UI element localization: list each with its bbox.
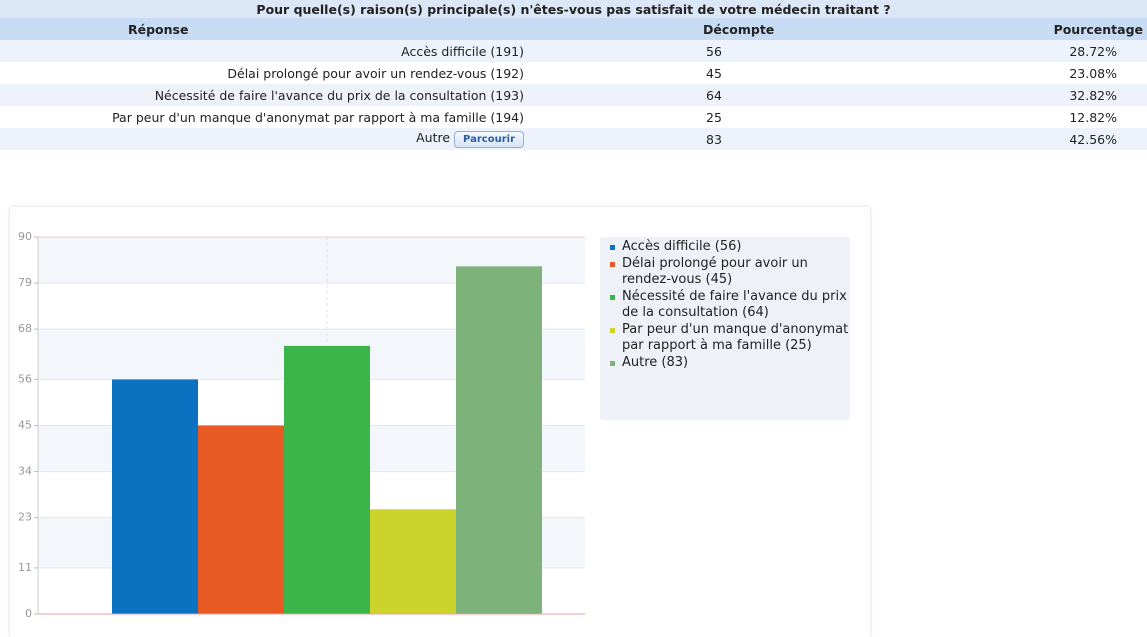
- y-tick-label: 0: [25, 607, 32, 620]
- table-cell: Délai prolongé pour avoir un rendez-vous…: [0, 62, 528, 84]
- table-cell: 23.08%: [1010, 62, 1147, 84]
- table-cell: 45: [528, 62, 1010, 84]
- cell-text: Par peur d'un manque d'anonymat par rapp…: [112, 109, 524, 125]
- table-cell: 28.72%: [1010, 40, 1147, 62]
- table-row: Autre Parcourir 83 42.56%: [0, 128, 1147, 150]
- legend-item: Nécessité de faire l'avance du prix de l…: [608, 289, 854, 322]
- bar: [198, 425, 284, 614]
- cell-text: 23.08%: [1069, 65, 1117, 81]
- cell-text: 56: [706, 43, 722, 59]
- y-tick-label: 45: [18, 419, 32, 432]
- y-tick-label: 34: [18, 465, 32, 478]
- column-header: Décompte: [528, 18, 1010, 40]
- table-row: Accès difficile (191) 56 28.72%: [0, 40, 1147, 62]
- cell-text: 25: [706, 109, 722, 125]
- cell-text: 83: [706, 131, 722, 147]
- legend-label: Nécessité de faire l'avance du prix de l…: [622, 288, 847, 321]
- cell-text: 28.72%: [1069, 43, 1117, 59]
- bar: [456, 266, 542, 614]
- cell-text: Nécessité de faire l'avance du prix de l…: [154, 87, 524, 103]
- stats-table: Pour quelle(s) raison(s) principale(s) n…: [0, 0, 1147, 150]
- legend-label: Délai prolongé pour avoir un rendez-vous…: [622, 255, 808, 288]
- cell-text: Autre: [416, 130, 451, 145]
- legend-swatch: [610, 245, 615, 250]
- browse-button[interactable]: Parcourir: [454, 131, 524, 148]
- table-cell: 83: [528, 128, 1010, 150]
- table-cell: 12.82%: [1010, 106, 1147, 128]
- table-row: Délai prolongé pour avoir un rendez-vous…: [0, 62, 1147, 84]
- column-header: Réponse: [0, 18, 528, 40]
- legend-swatch: [610, 327, 615, 333]
- table-cell: 64: [528, 84, 1010, 106]
- cell-text: 64: [706, 87, 722, 103]
- table-cell: 56: [528, 40, 1010, 62]
- table-cell: Par peur d'un manque d'anonymat par rapp…: [0, 106, 528, 128]
- table-row: Par peur d'un manque d'anonymat par rapp…: [0, 106, 1147, 128]
- table-cell: 42.56%: [1010, 128, 1147, 150]
- table-cell: 25: [528, 106, 1010, 128]
- legend-item: Par peur d'un manque d'anonymat par rapp…: [608, 322, 854, 355]
- bar: [112, 379, 198, 614]
- table-cell: Nécessité de faire l'avance du prix de l…: [0, 84, 528, 106]
- table-cell: Accès difficile (191): [0, 40, 528, 62]
- chart: 0 11 23 34 45 56 68 79 90: [18, 230, 585, 620]
- legend-label: Accès difficile (56): [622, 239, 742, 254]
- legend-item: Autre (83): [608, 355, 854, 372]
- table-cell: Autre Parcourir: [0, 128, 528, 150]
- cell-text: 45: [706, 65, 722, 81]
- y-tick-label: 79: [18, 276, 32, 289]
- legend-swatch: [610, 360, 615, 366]
- legend: Accès difficile (56) Délai prolongé pour …: [600, 237, 850, 420]
- page: {"table": {"title": "Pour quelle(s) rais…: [0, 0, 1147, 620]
- y-tick-label: 11: [18, 561, 32, 574]
- y-tick-label: 90: [18, 230, 32, 243]
- bar: [284, 345, 370, 614]
- y-tick-label: 68: [18, 322, 32, 335]
- legend-swatch: [610, 294, 615, 300]
- cell-text: Délai prolongé pour avoir un rendez-vous…: [227, 65, 524, 81]
- table-title: Pour quelle(s) raison(s) principale(s) n…: [0, 0, 1147, 18]
- legend-swatch: [610, 261, 615, 267]
- table-cell: 32.82%: [1010, 84, 1147, 106]
- cell-text: Accès difficile (191): [401, 43, 524, 59]
- cell-text: 12.82%: [1069, 109, 1117, 125]
- legend-item: Délai prolongé pour avoir un rendez-vous…: [608, 256, 854, 289]
- cell-text: 32.82%: [1069, 87, 1117, 103]
- bar: [370, 509, 456, 614]
- table-row: Nécessité de faire l'avance du prix de l…: [0, 84, 1147, 106]
- legend-label: Par peur d'un manque d'anonymat par rapp…: [622, 321, 849, 354]
- y-tick-label: 23: [18, 511, 32, 524]
- y-tick-label: 56: [18, 372, 32, 385]
- column-header: Pourcentage: [1010, 18, 1147, 40]
- cell-text: 42.56%: [1069, 131, 1117, 147]
- legend-item: Accès difficile (56): [608, 239, 854, 256]
- legend-label: Autre (83): [622, 354, 689, 370]
